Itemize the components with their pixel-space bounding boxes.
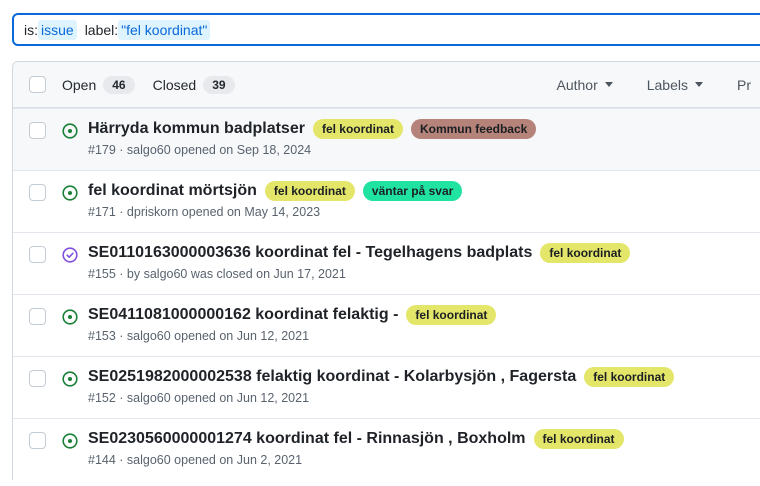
issue-checkbox[interactable] [29, 184, 46, 201]
open-count-badge: 46 [103, 75, 135, 94]
author-filter-dropdown[interactable]: Author [556, 76, 613, 93]
issue-meta: #144 · salgo60 opened on Jun 2, 2021 [88, 453, 303, 467]
chevron-down-icon [604, 82, 613, 87]
closed-label: Closed [152, 76, 197, 93]
search-qualifier-is: is: [24, 21, 38, 38]
chevron-down-icon [695, 82, 703, 87]
issue-meta: #153 · salgo60 opened on Jun 12, 2021 [88, 329, 310, 343]
labels-filter-dropdown[interactable]: Labels [647, 77, 703, 93]
select-all-checkbox[interactable] [29, 76, 46, 93]
issue-label[interactable]: fel koordinat [406, 305, 497, 325]
issue-title-link[interactable]: SE0230560000001274 koordinat fel - Rinna… [88, 430, 526, 447]
issue-label[interactable]: fel koordinat [540, 243, 631, 263]
issue-row[interactable]: SE0230560000001274 koordinat fel - Rinna… [13, 418, 760, 480]
issue-label[interactable]: fel koordinat [264, 181, 355, 201]
labels-filter-label: Labels [646, 76, 688, 93]
issue-row[interactable]: fel koordinat mörtsjön fel koordinat vän… [13, 170, 760, 232]
issue-open-icon [62, 185, 78, 201]
issue-title-link[interactable]: Härryda kommun badplatser [88, 120, 305, 137]
issue-title-link[interactable]: SE0110163000003636 koordinat fel - Tegel… [88, 244, 533, 261]
issue-checkbox[interactable] [29, 246, 46, 263]
issue-label[interactable]: fel koordinat [312, 119, 403, 139]
author-filter-label: Author [556, 76, 598, 93]
issues-list-header: Open 46 Closed 39 Author Labels Pr [13, 62, 760, 108]
issue-checkbox[interactable] [29, 432, 46, 449]
issues-list: Open 46 Closed 39 Author Labels Pr Härry… [12, 61, 760, 480]
issue-label[interactable]: väntar på svar [362, 181, 463, 201]
projects-filter-label: Pr [737, 76, 751, 93]
search-chip-label-value: "fel koordinat" [118, 19, 211, 40]
issue-row[interactable]: Härryda kommun badplatser fel koordinat … [13, 108, 760, 170]
closed-count-badge: 39 [203, 75, 235, 94]
open-issues-tab[interactable]: Open 46 [62, 75, 135, 94]
open-label: Open [62, 76, 97, 93]
issue-meta: #171 · dpriskorn opened on May 14, 2023 [88, 205, 321, 219]
issue-title-link[interactable]: SE0411081000000162 koordinat felaktig - [88, 306, 399, 323]
issue-meta: #155 · by salgo60 was closed on Jun 17, … [88, 267, 346, 281]
issue-row[interactable]: SE0110163000003636 koordinat fel - Tegel… [13, 232, 760, 294]
issue-label[interactable]: fel koordinat [533, 429, 624, 449]
issue-checkbox[interactable] [29, 122, 46, 139]
issue-open-icon [62, 371, 78, 387]
issue-row[interactable]: SE0411081000000162 koordinat felaktig - … [13, 294, 760, 356]
issue-checkbox[interactable] [29, 308, 46, 325]
issue-title-link[interactable]: fel koordinat mörtsjön [88, 182, 257, 199]
issue-label[interactable]: Kommun feedback [410, 119, 537, 139]
search-qualifier-label: label: [84, 21, 119, 38]
issue-row[interactable]: SE0251982000002538 felaktig koordinat - … [13, 356, 760, 418]
issue-meta: #179 · salgo60 opened on Sep 18, 2024 [88, 143, 312, 157]
closed-issues-tab[interactable]: Closed 39 [152, 75, 235, 94]
issue-title-link[interactable]: SE0251982000002538 felaktig koordinat - … [88, 368, 577, 385]
issue-open-icon [62, 433, 78, 449]
issue-closed-icon [62, 247, 78, 263]
issues-search-input[interactable]: is: issue label: "fel koordinat" [12, 13, 760, 46]
search-chip-issue: issue [38, 19, 77, 40]
issue-label[interactable]: fel koordinat [584, 367, 675, 387]
issue-checkbox[interactable] [29, 370, 46, 387]
issue-meta: #152 · salgo60 opened on Jun 12, 2021 [88, 391, 310, 405]
issue-open-icon [62, 309, 78, 325]
projects-filter-dropdown[interactable]: Pr [737, 77, 751, 93]
issue-open-icon [62, 123, 78, 139]
